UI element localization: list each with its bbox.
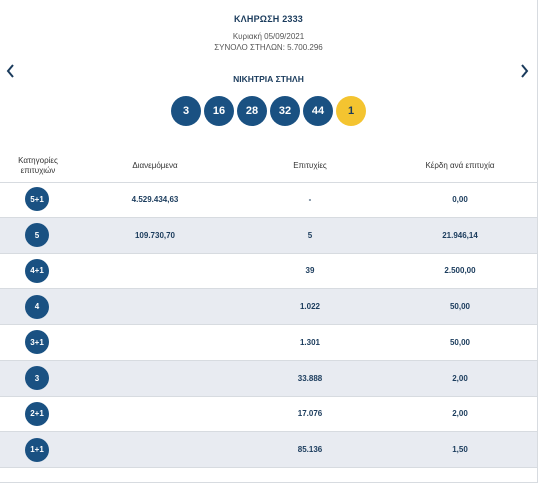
prize-cell: 1,50	[452, 445, 468, 455]
winners-cell: 1.301	[299, 337, 321, 347]
draw-date: Κυριακή 05/09/2021	[232, 32, 305, 41]
winners-cell: 85.136	[297, 445, 323, 455]
category-badge: 3+1	[25, 330, 49, 355]
table-row: 3+1 1.301 50,00	[0, 325, 537, 361]
distributed-cell	[100, 397, 210, 432]
table-row: 2+1 17.076 2,00	[0, 397, 537, 433]
category-badge: 5+1	[25, 187, 49, 212]
prize-cell: 2,00	[452, 373, 468, 383]
chevron-left-icon	[6, 64, 14, 78]
header-category: Κατηγορίες επιτυχιών	[8, 150, 68, 182]
header-prize: Κέρδη ανά επιτυχία	[425, 161, 495, 170]
total-columns: ΣΥΝΟΛΟ ΣΤΗΛΩΝ: 5.700.296	[214, 43, 323, 52]
winners-cell: 5	[307, 230, 313, 240]
draw-title: ΚΛΗΡΩΣΗ 2333	[233, 14, 304, 24]
header-distributed: Διανεμόμενα	[132, 161, 178, 170]
results-table: 5+1 4.529.434,63 - 0,00 5 109.730,70 5 2…	[0, 182, 537, 468]
joker-ball: 1	[336, 96, 366, 126]
category-badge: 4	[25, 294, 49, 319]
prize-cell: 2.500,00	[444, 266, 476, 276]
previous-draw-button[interactable]	[4, 62, 18, 80]
category-badge: 2+1	[25, 401, 49, 426]
winners-cell: 39	[305, 266, 315, 276]
header-winners: Επιτυχίες	[293, 161, 327, 170]
category-badge: 3	[25, 366, 49, 391]
header-category-line1: Κατηγορίες	[18, 156, 58, 165]
winners-cell: 33.888	[297, 373, 323, 383]
next-draw-button[interactable]	[517, 62, 531, 80]
chevron-right-icon	[521, 64, 529, 78]
prize-cell: 50,00	[449, 337, 471, 347]
table-row: 5 109.730,70 5 21.946,14	[0, 217, 537, 254]
number-ball: 28	[237, 96, 267, 126]
winning-column-label: ΝΙΚΗΤΡΙΑ ΣΤΗΛΗ	[233, 74, 304, 84]
number-ball: 3	[171, 96, 201, 126]
number-ball: 16	[204, 96, 234, 126]
table-row: 4 1.022 50,00	[0, 289, 537, 325]
table-header: Κατηγορίες επιτυχιών Διανεμόμενα Επιτυχίε…	[0, 150, 537, 183]
prize-cell: 0,00	[452, 194, 468, 204]
distributed-cell	[100, 289, 210, 324]
prize-cell: 21.946,14	[442, 230, 478, 240]
table-row: 3 33.888 2,00	[0, 360, 537, 397]
table-row: 4+1 39 2.500,00	[0, 254, 537, 290]
distributed-cell	[100, 361, 210, 396]
category-badge: 5	[25, 223, 49, 248]
number-ball: 44	[303, 96, 333, 126]
category-badge: 4+1	[25, 258, 49, 283]
winning-numbers: 3 16 28 32 44 1	[171, 96, 366, 126]
distributed-cell	[100, 325, 210, 360]
distributed-cell: 4.529.434,63	[131, 194, 179, 204]
winners-cell: -	[308, 194, 312, 204]
prize-cell: 50,00	[449, 302, 471, 312]
results-panel: ΚΛΗΡΩΣΗ 2333 Κυριακή 05/09/2021 ΣΥΝΟΛΟ Σ…	[0, 0, 538, 483]
distributed-cell	[100, 254, 210, 289]
header-category-line2: επιτυχιών	[20, 166, 56, 175]
distributed-cell: 109.730,70	[134, 230, 176, 240]
category-badge: 1+1	[25, 437, 49, 462]
winners-cell: 17.076	[297, 409, 323, 419]
winners-cell: 1.022	[299, 302, 321, 312]
number-ball: 32	[270, 96, 300, 126]
table-row: 5+1 4.529.434,63 - 0,00	[0, 182, 537, 218]
prize-cell: 2,00	[452, 409, 468, 419]
distributed-cell	[100, 432, 210, 467]
table-row: 1+1 85.136 1,50	[0, 432, 537, 468]
